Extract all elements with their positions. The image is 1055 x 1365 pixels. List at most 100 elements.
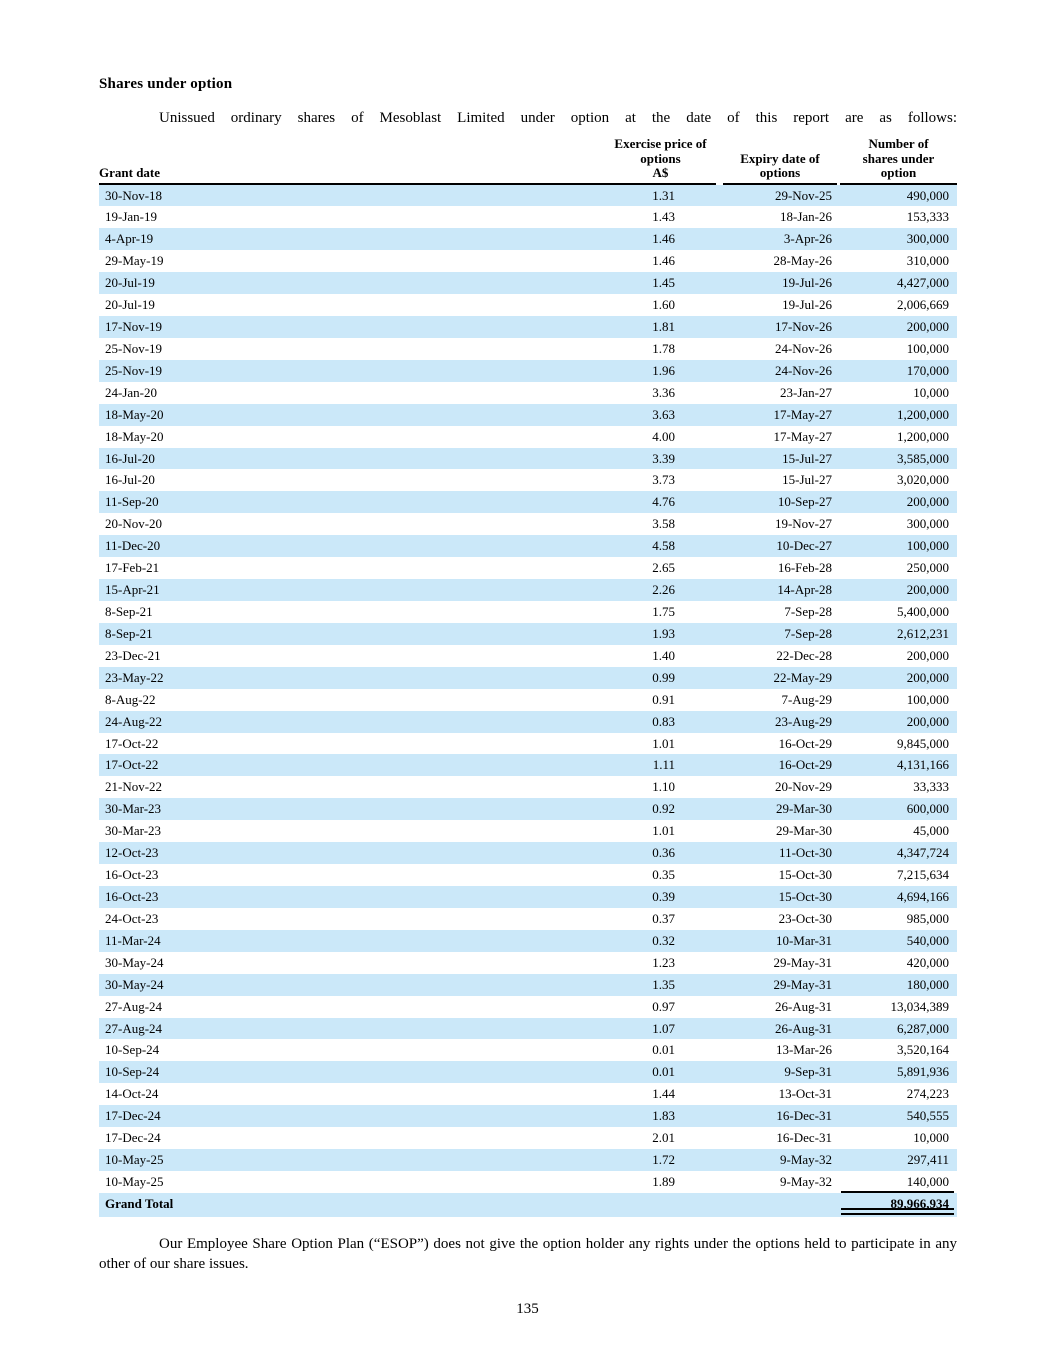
cell-shares-under-option: 600,000	[906, 801, 949, 817]
page-number: 135	[516, 1301, 539, 1317]
cell-exercise-price: 1.89	[652, 1173, 675, 1189]
cell-shares-under-option: 540,555	[906, 1108, 949, 1124]
cell-expiry-date: 29-May-31	[773, 954, 833, 970]
cell-grant-date: 30-May-24	[105, 976, 164, 992]
cell-shares-under-option: 274,223	[906, 1086, 949, 1102]
cell-shares-under-option: 200,000	[906, 647, 949, 663]
cell-shares-under-option: 5,891,936	[897, 1064, 949, 1080]
cell-shares-under-option: 1,200,000	[897, 406, 949, 422]
cell-expiry-date: 24-Nov-26	[774, 362, 832, 378]
cell-grant-date: 30-Nov-18	[105, 187, 163, 203]
cell-exercise-price: 1.93	[652, 625, 675, 641]
cell-expiry-date: 10-Dec-27	[776, 538, 832, 554]
table-row: 25-Nov-19 1.78 24-Nov-26 100,000	[99, 338, 957, 360]
cell-exercise-price: 1.78	[652, 340, 675, 356]
cell-exercise-price: 0.99	[652, 669, 675, 685]
cell-exercise-price: 2.01	[652, 1130, 675, 1146]
cell-expiry-date: 16-Dec-31	[776, 1130, 832, 1146]
table-row: 20-Jul-19 1.60 19-Jul-26 2,006,669	[99, 294, 957, 316]
cell-expiry-date: 19-Jul-26	[782, 275, 832, 291]
cell-exercise-price: 0.32	[652, 932, 675, 948]
cell-grant-date: 10-Sep-24	[105, 1042, 160, 1058]
cell-grant-date: 14-Oct-24	[105, 1086, 159, 1102]
cell-shares-under-option: 300,000	[906, 516, 949, 532]
cell-exercise-price: 1.81	[652, 319, 675, 335]
cell-shares-under-option: 490,000	[906, 187, 949, 203]
cell-expiry-date: 7-Aug-29	[781, 691, 832, 707]
grand-total-value: 89,966,934	[890, 1195, 950, 1211]
cell-grant-date: 16-Jul-20	[105, 472, 155, 488]
cell-exercise-price: 2.26	[652, 582, 675, 598]
table-row: 27-Aug-24 1.07 26-Aug-31 6,287,000	[99, 1017, 957, 1040]
cell-grant-date: 10-Sep-24	[105, 1064, 160, 1080]
table-row: 11-Mar-24 0.32 10-Mar-31 540,000	[99, 929, 957, 952]
cell-grant-date: 18-May-20	[105, 406, 164, 422]
cell-exercise-price: 0.39	[652, 889, 675, 904]
cell-grant-date: 16-Jul-20	[105, 450, 155, 466]
cell-expiry-date: 22-Dec-28	[776, 647, 832, 663]
cell-grant-date: 17-Dec-24	[105, 1108, 161, 1124]
table-body: 30-Nov-18 1.31 29-Nov-25 490,000 19-Jan-…	[99, 184, 957, 1193]
cell-grant-date: 18-May-20	[105, 428, 164, 444]
cell-grant-date: 17-Nov-19	[105, 319, 163, 335]
table-row: 17-Oct-22 1.01 16-Oct-29 9,845,000	[99, 733, 957, 755]
cell-expiry-date: 29-Mar-30	[775, 823, 832, 839]
cell-expiry-date: 29-May-31	[773, 976, 833, 992]
cell-grant-date: 10-May-25	[105, 1173, 164, 1189]
cell-grant-date: 29-May-19	[105, 253, 164, 269]
cell-grant-date: 20-Nov-20	[105, 516, 163, 532]
cell-expiry-date: 29-Mar-30	[775, 801, 832, 817]
cell-grant-date: 8-Sep-21	[105, 604, 153, 620]
cell-expiry-date: 23-Aug-29	[774, 713, 832, 729]
header-exercise-price: Exercise price of options A$	[605, 136, 716, 185]
table-row: 20-Jul-19 1.45 19-Jul-26 4,427,000	[99, 272, 957, 295]
cell-exercise-price: 3.36	[652, 384, 675, 400]
cell-shares-under-option: 170,000	[906, 362, 949, 378]
cell-shares-under-option: 4,427,000	[897, 275, 949, 291]
cell-expiry-date: 19-Nov-27	[774, 516, 832, 532]
table-row: 10-May-25 1.89 9-May-32 140,000	[99, 1171, 957, 1193]
cell-expiry-date: 16-Dec-31	[776, 1108, 832, 1124]
cell-expiry-date: 13-Mar-26	[775, 1042, 832, 1058]
table-header-row: Grant date Exercise price of options A$ …	[99, 136, 957, 185]
cell-shares-under-option: 7,215,634	[897, 867, 949, 883]
cell-exercise-price: 1.01	[652, 735, 675, 751]
cell-grant-date: 25-Nov-19	[105, 362, 163, 378]
cell-exercise-price: 4.76	[652, 494, 675, 510]
cell-exercise-price: 1.31	[652, 187, 675, 203]
cell-shares-under-option: 100,000	[906, 340, 949, 356]
table-row: 17-Nov-19 1.81 17-Nov-26 200,000	[99, 316, 957, 338]
table-row: 16-Jul-20 3.39 15-Jul-27 3,585,000	[99, 447, 957, 470]
table-row: 30-Mar-23 1.01 29-Mar-30 45,000	[99, 820, 957, 842]
cell-shares-under-option: 180,000	[906, 976, 949, 992]
cell-shares-under-option: 33,333	[913, 779, 949, 795]
table-row: 11-Dec-20 4.58 10-Dec-27 100,000	[99, 535, 957, 558]
cell-exercise-price: 2.65	[652, 560, 675, 576]
cell-expiry-date: 24-Nov-26	[774, 340, 832, 356]
table-row: 16-Oct-23 0.39 15-Oct-30 4,694,166	[99, 886, 957, 908]
cell-expiry-date: 22-May-29	[773, 669, 833, 685]
cell-shares-under-option: 420,000	[906, 954, 949, 970]
cell-exercise-price: 0.01	[652, 1064, 675, 1080]
cell-grant-date: 19-Jan-19	[105, 209, 157, 225]
table-row: 30-Mar-23 0.92 29-Mar-30 600,000	[99, 798, 957, 821]
cell-grant-date: 11-Sep-20	[105, 494, 159, 510]
cell-grant-date: 16-Oct-23	[105, 889, 159, 904]
total-double-rule	[841, 1207, 954, 1215]
cell-expiry-date: 16-Feb-28	[777, 560, 832, 576]
table-row: 24-Aug-22 0.83 23-Aug-29 200,000	[99, 710, 957, 733]
cell-exercise-price: 1.43	[652, 209, 675, 225]
table-row: 30-May-24 1.35 29-May-31 180,000	[99, 973, 957, 996]
cell-shares-under-option: 200,000	[906, 669, 949, 685]
grand-total-row: Grand Total 89,966,934	[99, 1190, 957, 1217]
cell-grant-date: 10-May-25	[105, 1152, 164, 1168]
cell-grant-date: 21-Nov-22	[105, 779, 163, 795]
cell-exercise-price: 0.92	[652, 801, 675, 817]
cell-exercise-price: 1.46	[652, 253, 675, 269]
cell-shares-under-option: 310,000	[906, 253, 949, 269]
cell-grant-date: 20-Jul-19	[105, 297, 155, 313]
cell-grant-date: 17-Oct-22	[105, 757, 159, 773]
cell-exercise-price: 1.96	[652, 362, 675, 378]
cell-expiry-date: 26-Aug-31	[774, 1020, 832, 1036]
